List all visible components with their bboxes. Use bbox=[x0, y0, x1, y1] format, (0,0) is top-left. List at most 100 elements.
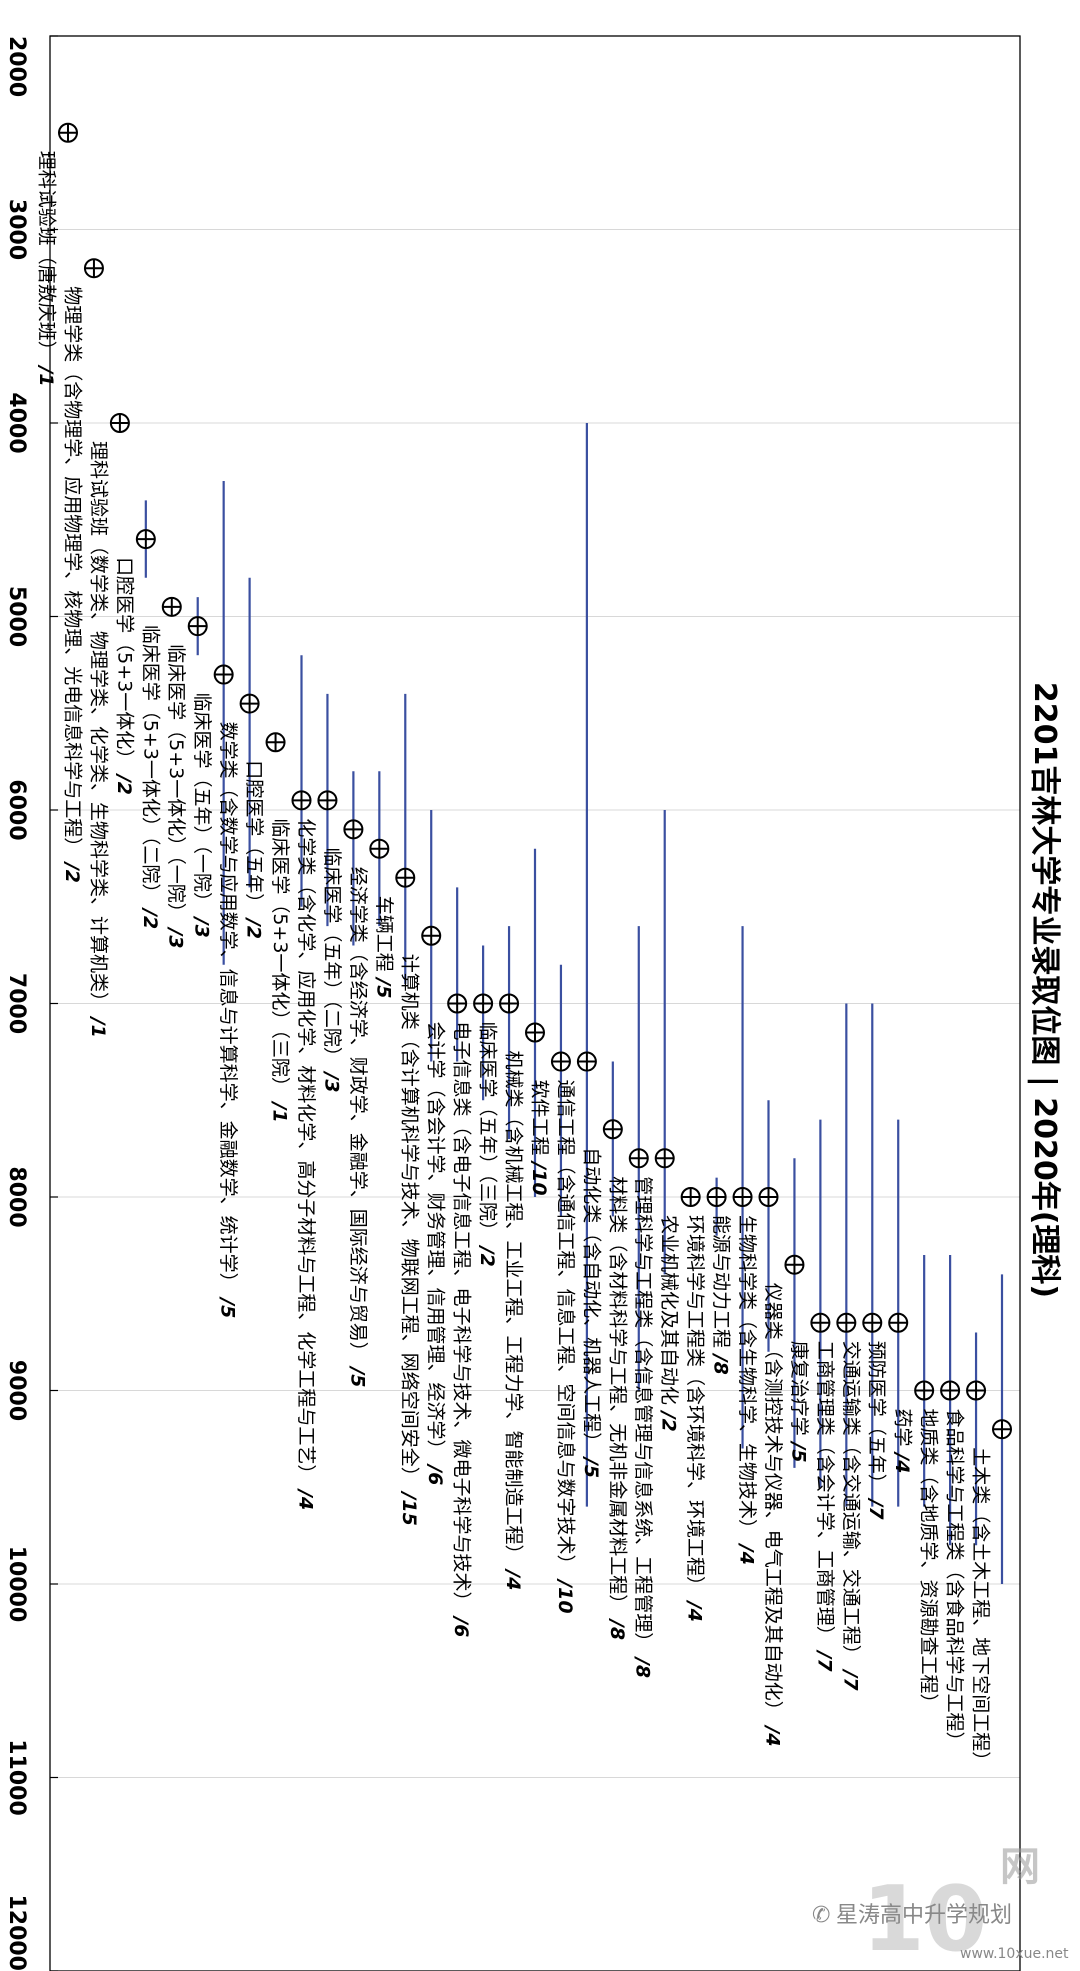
median-marker bbox=[421, 925, 442, 946]
major-label-group: 车辆工程 /5 bbox=[373, 896, 395, 999]
major-count: /2 bbox=[658, 1405, 680, 1432]
major-label-group: 化学类（含化学、应用化学、材料化学、高分子材料与工程、化学工程与工艺） /4 bbox=[295, 818, 317, 1510]
major-label-group: 仪器类（含测控技术与仪器、电气工程及其自动化） /4 bbox=[762, 1283, 784, 1747]
x-tick-label-group: 12000 bbox=[4, 1894, 29, 1971]
major-count: /7 bbox=[814, 1645, 836, 1673]
median-marker bbox=[499, 993, 520, 1014]
x-tick-label: 11000 bbox=[4, 1739, 29, 1816]
median-marker bbox=[550, 1051, 571, 1072]
major-label-group: 预防医学（五年） /7 bbox=[866, 1341, 888, 1521]
x-tick-label: 8000 bbox=[4, 1166, 29, 1227]
major-count: /2 bbox=[113, 768, 135, 795]
major-count: /7 bbox=[840, 1664, 862, 1692]
major-label: 自动化类（含自动化、机器人工程） /5 bbox=[580, 1147, 602, 1478]
major-label: 材料类（含材料科学与工程、无机非金属材料工程） /8 bbox=[606, 1176, 628, 1640]
major-label: 药学 /4 bbox=[892, 1409, 914, 1474]
major-count: /2 bbox=[61, 856, 83, 883]
major-label-group: 地质类（含地质学、资源勘查工程） bbox=[918, 1409, 940, 1713]
median-marker bbox=[213, 664, 234, 685]
median-marker bbox=[602, 1119, 623, 1140]
x-tick-label-group: 10000 bbox=[4, 1546, 29, 1623]
major-label-group: 临床医学（5+3一体化）（一院） /3 bbox=[165, 644, 187, 948]
major-label-group: 理科试验班（数学类、物理学类、化学类、生物科学类、计算机类） /1 bbox=[87, 441, 109, 1038]
major-count: /10 bbox=[528, 1156, 550, 1196]
major-label: 生物科学类（含生物科学、生物技术） /4 bbox=[736, 1215, 758, 1565]
major-label-group: 土木类（含土木工程、地下空间工程） bbox=[970, 1447, 992, 1770]
median-marker bbox=[888, 1312, 909, 1333]
median-marker bbox=[317, 790, 338, 811]
median-marker bbox=[758, 1187, 779, 1207]
major-label: 数学类（含数学与应用数学、信息与计算科学、金融数学、统计学） /5 bbox=[217, 722, 239, 1319]
median-marker bbox=[940, 1380, 961, 1401]
major-label: 临床医学（5+3一体化）（二院） /2 bbox=[139, 625, 161, 929]
x-tick-label-group: 7000 bbox=[4, 973, 29, 1034]
major-count: /5 bbox=[373, 972, 395, 999]
chart-title-group: 2201吉林大学专业录取位图 | 2020年(理科) bbox=[1027, 682, 1062, 1298]
median-marker bbox=[525, 1022, 545, 1043]
median-marker bbox=[473, 993, 494, 1014]
major-label: 化学类（含化学、应用化学、材料化学、高分子材料与工程、化学工程与工艺） /4 bbox=[295, 818, 317, 1510]
median-marker bbox=[265, 732, 286, 753]
median-marker bbox=[58, 122, 78, 143]
major-count: /2 bbox=[139, 902, 161, 929]
median-marker bbox=[576, 1051, 597, 1072]
median-marker bbox=[187, 616, 208, 637]
major-label: 理科试验班（数学类、物理学类、化学类、生物科学类、计算机类） /1 bbox=[87, 441, 109, 1038]
major-label: 计算机类（含计算机科学与技术、物联网工程、网络空间安全） /15 bbox=[399, 954, 421, 1526]
major-label: 农业机械化及其自动化 /2 bbox=[658, 1215, 680, 1432]
x-tick-label: 10000 bbox=[4, 1546, 29, 1623]
x-tick-label-group: 6000 bbox=[4, 779, 29, 840]
major-label: 土木类（含土木工程、地下空间工程） bbox=[970, 1447, 992, 1770]
median-marker bbox=[680, 1187, 701, 1207]
major-label: 仪器类（含测控技术与仪器、电气工程及其自动化） /4 bbox=[762, 1283, 784, 1747]
x-tick-label-group: 11000 bbox=[4, 1739, 29, 1816]
major-count: /2 bbox=[477, 1240, 499, 1267]
median-marker bbox=[135, 529, 156, 550]
major-label-group: 临床医学（五年）（一院） /3 bbox=[191, 693, 213, 938]
major-count: /4 bbox=[736, 1538, 758, 1565]
major-count: /8 bbox=[606, 1613, 628, 1640]
major-label-group: 材料类（含材料科学与工程、无机非金属材料工程） /8 bbox=[606, 1176, 628, 1640]
major-label: 临床医学（5+3一体化）（一院） /3 bbox=[165, 644, 187, 948]
major-label-group: 通信工程（含通信工程、信息工程、空间信息与数字技术） /10 bbox=[554, 1080, 576, 1614]
major-count: /4 bbox=[503, 1564, 525, 1591]
major-count: /2 bbox=[243, 912, 265, 939]
major-count: /1 bbox=[87, 1011, 109, 1038]
major-label-group: 药学 /4 bbox=[892, 1409, 914, 1474]
median-marker bbox=[836, 1312, 857, 1333]
x-tick-label-group: 8000 bbox=[4, 1166, 29, 1227]
median-marker bbox=[109, 413, 130, 433]
major-label-group: 自动化类（含自动化、机器人工程） /5 bbox=[580, 1147, 602, 1478]
median-marker bbox=[732, 1187, 753, 1207]
median-marker bbox=[161, 596, 182, 617]
major-count: /4 bbox=[762, 1720, 784, 1747]
major-label: 会计学（含会计学、财务管理、信用管理、经济学） /6 bbox=[425, 1022, 447, 1486]
x-tick-label: 2000 bbox=[4, 36, 29, 97]
major-label-group: 临床医学（五年）（二院） /3 bbox=[321, 847, 343, 1092]
major-label: 机械类（含机械工程、工业工程、工程力学、智能制造工程） /4 bbox=[503, 1051, 525, 1591]
major-label-group: 计算机类（含计算机科学与技术、物联网工程、网络空间安全） /15 bbox=[399, 954, 421, 1526]
major-label: 通信工程（含通信工程、信息工程、空间信息与数字技术） /10 bbox=[554, 1080, 576, 1614]
x-axis-ticks: 2000 3000 4000 5000 6000 7000 8000 9000 10000 110… bbox=[4, 35, 58, 1971]
median-marker bbox=[992, 1419, 1012, 1440]
major-count: /3 bbox=[165, 922, 187, 949]
major-label: 交通运输类（含交通运输、交通工程） /7 bbox=[840, 1341, 862, 1692]
median-markers bbox=[58, 122, 1012, 1440]
major-label-group: 软件工程 /10 bbox=[528, 1080, 550, 1196]
median-marker bbox=[914, 1380, 935, 1401]
major-label-group: 经济学类（含经济学、财政学、金融学、国际经济与贸易） /5 bbox=[347, 867, 369, 1388]
major-label: 经济学类（含经济学、财政学、金融学、国际经济与贸易） /5 bbox=[347, 867, 369, 1388]
x-tick-label: 7000 bbox=[4, 973, 29, 1034]
major-label: 临床医学（五年）（一院） /3 bbox=[191, 693, 213, 938]
major-count: /5 bbox=[788, 1436, 810, 1463]
median-marker bbox=[810, 1312, 831, 1333]
major-label: 理科试验班（唐敖庆班） /1 bbox=[36, 151, 58, 387]
major-label: 康复治疗学 /5 bbox=[788, 1341, 810, 1463]
median-marker bbox=[966, 1380, 987, 1401]
major-label-group: 临床医学（5+3一体化）（三院） /1 bbox=[269, 818, 291, 1122]
major-count: /6 bbox=[425, 1459, 447, 1486]
x-tick-label-group: 3000 bbox=[4, 199, 29, 260]
major-label-group: 机械类（含机械工程、工业工程、工程力学、智能制造工程） /4 bbox=[503, 1051, 525, 1591]
